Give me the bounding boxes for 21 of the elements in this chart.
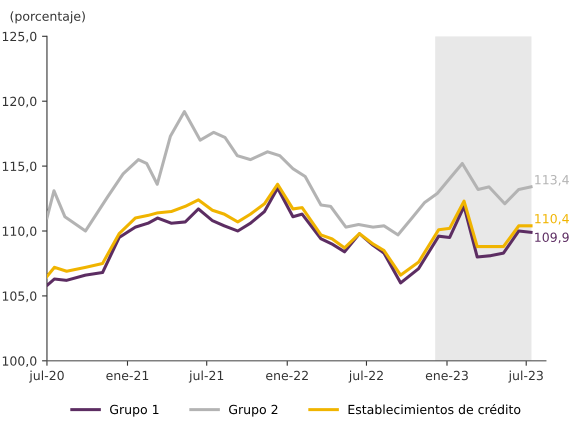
x-tick-label: ene-23 <box>426 370 468 380</box>
x-tick-label: jul-22 <box>348 370 383 383</box>
y-tick-label: 100,0 <box>2 356 36 368</box>
y-tick-label: 110,0 <box>2 226 36 238</box>
x-tick-label: jul-23 <box>508 370 543 383</box>
y-tick-label: 120,0 <box>2 96 36 108</box>
x-tick-label: jul-20 <box>29 370 64 383</box>
y-tick-label: 105,0 <box>2 291 36 302</box>
x-tick-label: ene-21 <box>106 370 148 380</box>
legend-label: Grupo 2 <box>229 404 278 417</box>
y-tick-label: 115,0 <box>2 162 36 172</box>
x-tick-label: jul-21 <box>188 370 224 383</box>
y-axis-title: (porcentaje) <box>10 11 85 24</box>
data-label: 110,4 <box>535 214 569 225</box>
data-label: 109,9 <box>535 232 569 244</box>
x-tick-label: ene-22 <box>266 370 308 380</box>
y-tick-label: 125,0 <box>2 32 36 42</box>
line-series <box>46 110 533 236</box>
legend-label: Establecimientos de crédito <box>348 404 520 414</box>
legend-label: Grupo 1 <box>110 404 158 417</box>
data-label: 113,4 <box>535 174 569 186</box>
